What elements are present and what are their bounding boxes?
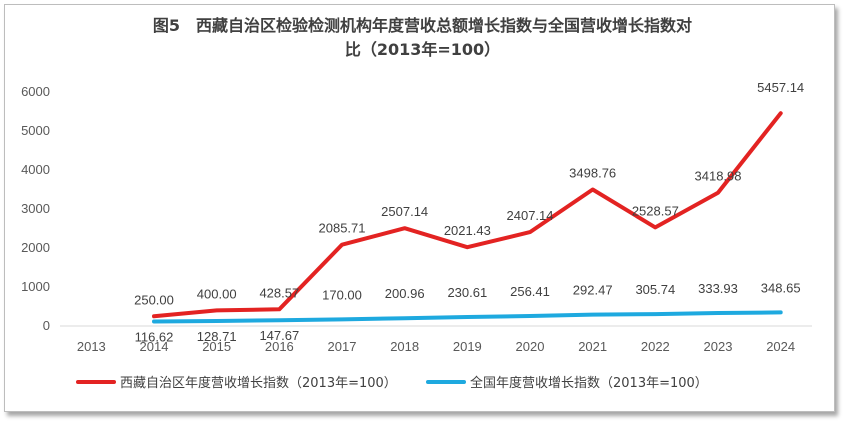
data-label-series-1: 2407.14 xyxy=(507,208,554,223)
data-label-series-2: 147.67 xyxy=(259,328,299,343)
data-label-series-2: 292.47 xyxy=(573,283,613,298)
data-label-series-1: 2507.14 xyxy=(381,204,428,219)
x-tick-label: 2013 xyxy=(77,339,106,354)
data-label-series-1: 3418.98 xyxy=(695,169,742,184)
chart-title-line2: 比（2013年=100） xyxy=(344,40,501,59)
data-label-series-1: 2085.71 xyxy=(319,221,366,236)
legend-label-2: 全国年度营收增长指数（2013年=100） xyxy=(470,375,708,391)
x-tick-label: 2017 xyxy=(328,339,357,354)
data-label-series-1: 5457.14 xyxy=(757,80,804,95)
series-line-2 xyxy=(152,310,783,324)
data-label-series-1: 2021.43 xyxy=(444,223,491,238)
x-tick-label: 2014 xyxy=(140,339,169,354)
x-tick-label: 2021 xyxy=(578,339,607,354)
data-label-series-2: 200.96 xyxy=(385,286,425,301)
y-tick-label: 2000 xyxy=(21,240,50,255)
data-label-series-2: 116.62 xyxy=(135,329,174,344)
x-tick-label: 2015 xyxy=(202,339,231,354)
data-label-series-2: 170.00 xyxy=(322,287,362,302)
x-tick-label: 2018 xyxy=(390,339,419,354)
x-tick-label: 2024 xyxy=(766,339,795,354)
x-axis: 2013 2014 2015 2016 2017 2018 2019 2020 2021 2022… xyxy=(60,325,812,354)
y-tick-label: 6000 xyxy=(21,84,50,99)
y-tick-label: 0 xyxy=(43,318,50,333)
x-tick-label: 2020 xyxy=(516,339,545,354)
data-label-series-2: 128.71 xyxy=(197,329,237,344)
data-label-series-2: 230.61 xyxy=(447,285,487,300)
data-label-series-1: 2528.57 xyxy=(632,203,679,218)
x-tick-label: 2016 xyxy=(265,339,294,354)
data-label-series-2: 305.74 xyxy=(635,282,675,297)
legend-label-1: 西藏自治区年度营收增长指数（2013年=100） xyxy=(120,375,397,391)
data-label-series-1: 400.00 xyxy=(197,286,237,301)
y-axis: 0 1000 2000 3000 4000 5000 6000 xyxy=(21,84,50,333)
y-tick-label: 1000 xyxy=(21,279,50,294)
x-tick-label: 2022 xyxy=(641,339,670,354)
x-tick-label: 2019 xyxy=(453,339,482,354)
series-lines xyxy=(152,111,783,324)
data-label-series-2: 256.41 xyxy=(510,284,550,299)
chart-frame xyxy=(4,4,835,412)
legend: 西藏自治区年度营收增长指数（2013年=100） 全国年度营收增长指数（2013年… xyxy=(76,375,708,391)
chart-title: 图5 西藏自治区检验检测机构年度营收总额增长指数与全国营收增长指数对 比（201… xyxy=(0,14,845,62)
data-labels: 250.00 400.00 428.57 2085.71 2507.14 2021.43 2… xyxy=(134,80,804,344)
series-line-1 xyxy=(152,111,783,319)
data-label-series-2: 333.93 xyxy=(698,281,738,296)
data-label-series-1: 428.57 xyxy=(259,285,299,300)
y-tick-label: 5000 xyxy=(21,123,50,138)
y-tick-label: 4000 xyxy=(21,162,50,177)
y-tick-label: 3000 xyxy=(21,201,50,216)
data-label-series-1: 3498.76 xyxy=(569,166,616,181)
chart-title-line1: 图5 西藏自治区检验检测机构年度营收总额增长指数与全国营收增长指数对 xyxy=(152,16,693,35)
data-label-series-1: 250.00 xyxy=(134,292,174,307)
data-label-series-2: 348.65 xyxy=(761,280,801,295)
x-tick-label: 2023 xyxy=(704,339,733,354)
